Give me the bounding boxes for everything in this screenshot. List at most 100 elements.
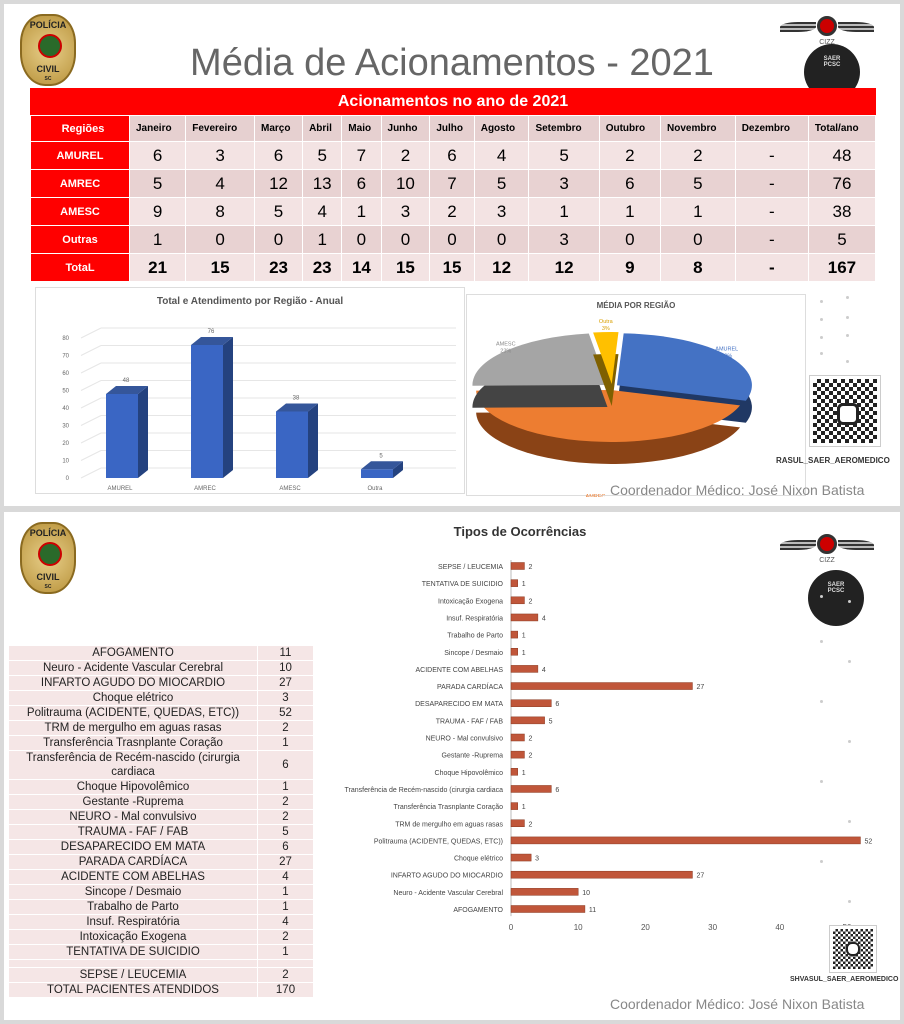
- region-label: AMESC: [31, 198, 129, 225]
- occurrence-label: Sincope / Desmaio: [8, 884, 258, 900]
- instagram-qr-code[interactable]: [809, 375, 881, 447]
- table-row: Neuro - Acidente Vascular Cerebral 10: [8, 660, 314, 676]
- table-cell: 8: [186, 198, 254, 225]
- occurrence-count: 10: [257, 660, 314, 676]
- occurrence-label: TOTAL PACIENTES ATENDIDOS: [8, 982, 258, 998]
- decorative-dot: [820, 700, 823, 703]
- pie-slice-outra: [593, 332, 619, 407]
- regions-header: Regiões: [31, 116, 129, 141]
- bar: [510, 785, 552, 793]
- column-header: Dezembro: [735, 116, 808, 141]
- table-cell: 5: [661, 170, 735, 197]
- table-row: Choque elétrico 3: [8, 690, 314, 706]
- decorative-dot: [820, 352, 823, 355]
- bar: [510, 870, 693, 879]
- y-tick-label: 40: [62, 406, 69, 412]
- table-cell: 23: [303, 254, 342, 281]
- bar: [510, 716, 545, 725]
- category-label: NEURO - Mal convulsivo: [426, 736, 504, 743]
- table-row: INFARTO AGUDO DO MIOCARDIO 27: [8, 675, 314, 691]
- decorative-dot: [820, 336, 823, 339]
- column-header: Total/ano: [808, 116, 875, 141]
- occurrence-count: 170: [257, 982, 314, 998]
- bar: [510, 648, 518, 656]
- table-cell: 12: [529, 254, 599, 281]
- table-cell: 8: [661, 254, 735, 281]
- table-cell: 5: [130, 170, 186, 197]
- table-cell: 48: [808, 142, 875, 169]
- chart-title: Total e Atendimento por Região - Anual: [156, 296, 344, 307]
- data-label: 2: [528, 753, 532, 760]
- table-cell: 0: [599, 226, 661, 253]
- table-row: TotaL 21 15 23 23 14 15 15 12 12 9 8-167: [31, 254, 875, 281]
- category-label: PARADA CARDÍACA: [437, 682, 503, 691]
- column-header: Março: [255, 116, 303, 141]
- occurrence-label: Insuf. Respiratória: [8, 914, 258, 930]
- column-header: Abril: [303, 116, 342, 141]
- column-header: Junho: [381, 116, 430, 141]
- bar-amrec: [191, 337, 233, 478]
- table-cell: 3: [381, 198, 430, 225]
- category-label: AFOGAMENTO: [453, 907, 503, 914]
- x-tick-label: Outra: [367, 486, 383, 492]
- table-cell: 5: [474, 170, 529, 197]
- wings-logo: CIZZ: [780, 534, 874, 564]
- table-cell: -: [735, 254, 808, 281]
- bar: [510, 596, 525, 605]
- table-cell: 6: [342, 170, 381, 197]
- table-cell: 38: [808, 198, 875, 225]
- occurrence-count: 2: [257, 794, 314, 810]
- bar: [510, 768, 518, 776]
- table-cell: 5: [255, 198, 303, 225]
- bar: [510, 579, 518, 587]
- occurrence-count: 6: [257, 839, 314, 855]
- table-row: PARADA CARDÍACA 27: [8, 854, 314, 870]
- data-label: 2: [528, 598, 532, 605]
- table-row: Gestante -Ruprema 2: [8, 794, 314, 810]
- column-header: Agosto: [474, 116, 529, 141]
- pie-percent: 29%: [721, 353, 732, 359]
- category-label: Choque elétrico: [454, 856, 503, 863]
- data-label: 11: [589, 907, 596, 914]
- y-tick-label: 60: [62, 371, 69, 377]
- bar-outra: [361, 461, 403, 478]
- bar: [510, 836, 861, 845]
- y-tick-label: 70: [62, 354, 69, 360]
- pie-label: AMREC: [586, 494, 606, 497]
- data-label: 27: [696, 873, 704, 880]
- category-label: Choque Hipovolêmico: [435, 770, 504, 777]
- region-label: AMUREL: [31, 142, 129, 169]
- occurrence-label: ACIDENTE COM ABELHAS: [8, 869, 258, 885]
- table-cell: 3: [529, 170, 599, 197]
- data-label: 10: [582, 890, 590, 897]
- table-cell: 6: [599, 170, 661, 197]
- table-cell: 12: [255, 170, 303, 197]
- bar: [510, 853, 532, 862]
- table-caption: Acionamentos no ano de 2021: [30, 88, 876, 115]
- table-row: AMESC 9 8 5 4 1 3 2 3 1 1 1-38: [31, 198, 875, 225]
- column-header: Novembro: [661, 116, 735, 141]
- table-cell: 6: [255, 142, 303, 169]
- decorative-dot: [848, 900, 851, 903]
- table-row: Choque Hipovolêmico 1: [8, 779, 314, 795]
- table-cell: 13: [303, 170, 342, 197]
- category-label: Politrauma (ACIDENTE, QUEDAS, ETC)): [374, 838, 503, 845]
- table-cell: 7: [430, 170, 474, 197]
- decorative-dot: [820, 640, 823, 643]
- pie-label: AMESC: [496, 341, 516, 347]
- instagram-qr-code[interactable]: [829, 925, 877, 973]
- instagram-icon: [846, 942, 860, 956]
- instagram-handle: SHVASUL_SAER_AEROMEDICO: [790, 976, 899, 983]
- table-row: DESAPARECIDO EM MATA 6: [8, 839, 314, 855]
- table-row: Trabalho de Parto 1: [8, 899, 314, 915]
- table-cell: 167: [808, 254, 875, 281]
- x-tick-label: AMESC: [279, 486, 301, 492]
- table-row: SEPSE / LEUCEMIA 2: [8, 967, 314, 983]
- table-cell: 15: [430, 254, 474, 281]
- decorative-dot: [848, 820, 851, 823]
- category-label: ACIDENTE COM ABELHAS: [415, 667, 503, 674]
- occurrence-label: Gestante -Ruprema: [8, 794, 258, 810]
- occurrence-count: 3: [257, 690, 314, 706]
- table-cell: 1: [661, 198, 735, 225]
- table-cell: 5: [303, 142, 342, 169]
